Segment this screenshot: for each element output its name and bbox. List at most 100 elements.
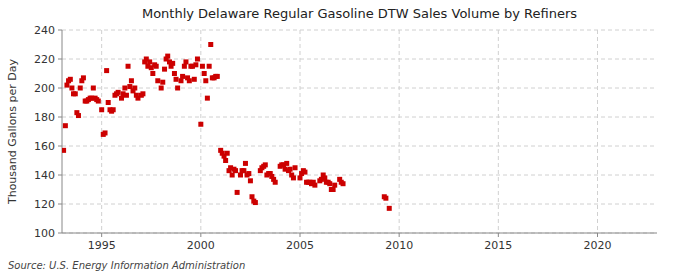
point bbox=[192, 77, 197, 82]
point bbox=[312, 183, 317, 188]
source: Source: U.S. Energy Information Administ… bbox=[8, 260, 245, 271]
y-tick bbox=[58, 59, 62, 60]
y-tick-label: 200 bbox=[34, 82, 55, 95]
y-tick-label: 180 bbox=[34, 111, 55, 124]
point bbox=[127, 84, 132, 89]
point bbox=[159, 86, 164, 91]
point bbox=[250, 194, 255, 199]
point bbox=[122, 86, 127, 91]
point bbox=[215, 74, 220, 79]
point bbox=[154, 64, 159, 69]
point bbox=[69, 86, 74, 91]
x-tick-label: 2020 bbox=[584, 239, 612, 252]
title: Monthly Delaware Regular Gasoline DTW Sa… bbox=[142, 6, 577, 21]
y-grid-line bbox=[62, 30, 657, 31]
point bbox=[182, 64, 187, 69]
point bbox=[132, 86, 137, 91]
point bbox=[165, 54, 170, 59]
point bbox=[91, 86, 96, 91]
y-tick-label: 140 bbox=[34, 169, 55, 182]
point bbox=[205, 96, 210, 101]
x-grid-line bbox=[101, 30, 102, 233]
y-tick-label: 120 bbox=[34, 198, 55, 211]
point bbox=[116, 90, 121, 95]
point bbox=[238, 173, 243, 178]
axes: 1001201401601802002202401995200020052010… bbox=[34, 24, 657, 252]
y-grid-line bbox=[62, 175, 657, 176]
y-grid-line bbox=[62, 233, 657, 234]
x-tick bbox=[300, 233, 301, 237]
y-tick bbox=[58, 117, 62, 118]
y-grid-line bbox=[62, 59, 657, 60]
point bbox=[170, 61, 175, 66]
point bbox=[179, 78, 184, 83]
point bbox=[174, 77, 179, 82]
x-tick-label: 2000 bbox=[187, 239, 215, 252]
point bbox=[273, 180, 278, 185]
point bbox=[119, 96, 124, 101]
point bbox=[187, 78, 192, 83]
point bbox=[155, 78, 160, 83]
point bbox=[96, 99, 101, 104]
y-grid-line bbox=[62, 117, 657, 118]
x-grid-line bbox=[498, 30, 499, 233]
point bbox=[129, 78, 134, 83]
point bbox=[99, 107, 104, 112]
y-tick bbox=[58, 204, 62, 205]
point bbox=[332, 183, 337, 188]
y-grid-line bbox=[62, 204, 657, 205]
x-axis-line bbox=[62, 233, 657, 234]
point bbox=[106, 100, 111, 105]
point bbox=[162, 67, 167, 72]
point bbox=[200, 64, 205, 69]
point bbox=[81, 75, 86, 80]
x-tick bbox=[101, 233, 102, 237]
point bbox=[63, 123, 68, 128]
x-grid-line bbox=[200, 30, 201, 233]
grid bbox=[62, 30, 657, 233]
point bbox=[62, 148, 66, 153]
point bbox=[341, 181, 346, 186]
point bbox=[140, 91, 145, 96]
point bbox=[253, 200, 258, 205]
point bbox=[248, 178, 253, 183]
point bbox=[126, 64, 131, 69]
point bbox=[202, 71, 207, 76]
point bbox=[76, 113, 81, 118]
point bbox=[111, 107, 116, 112]
points bbox=[62, 42, 392, 211]
x-tick bbox=[399, 233, 400, 237]
y-axis-label: Thousand Gallons per Day bbox=[6, 58, 19, 205]
point bbox=[160, 80, 165, 85]
point bbox=[230, 173, 235, 178]
point bbox=[327, 181, 332, 186]
y-tick-label: 100 bbox=[34, 227, 55, 240]
chart: 1001201401601802002202401995200020052010… bbox=[0, 0, 675, 275]
point bbox=[331, 187, 336, 192]
point bbox=[225, 151, 230, 156]
point bbox=[233, 168, 238, 173]
y-tick bbox=[58, 88, 62, 89]
y-tick bbox=[58, 146, 62, 147]
point bbox=[183, 59, 188, 64]
point bbox=[78, 86, 83, 91]
y-tick bbox=[58, 233, 62, 234]
point bbox=[322, 175, 327, 180]
y-grid-line bbox=[62, 146, 657, 147]
point bbox=[195, 57, 200, 62]
x-grid-line bbox=[399, 30, 400, 233]
x-tick-label: 2005 bbox=[286, 239, 314, 252]
point bbox=[293, 165, 298, 170]
x-tick bbox=[597, 233, 598, 237]
point bbox=[291, 175, 296, 180]
point bbox=[124, 93, 129, 98]
point bbox=[298, 175, 303, 180]
point bbox=[150, 71, 155, 76]
point bbox=[302, 170, 307, 175]
y-axis-line bbox=[62, 30, 63, 233]
y-tick bbox=[58, 30, 62, 31]
point bbox=[263, 162, 268, 167]
y-tick-label: 240 bbox=[34, 24, 55, 37]
point bbox=[104, 68, 109, 73]
point bbox=[147, 59, 152, 64]
